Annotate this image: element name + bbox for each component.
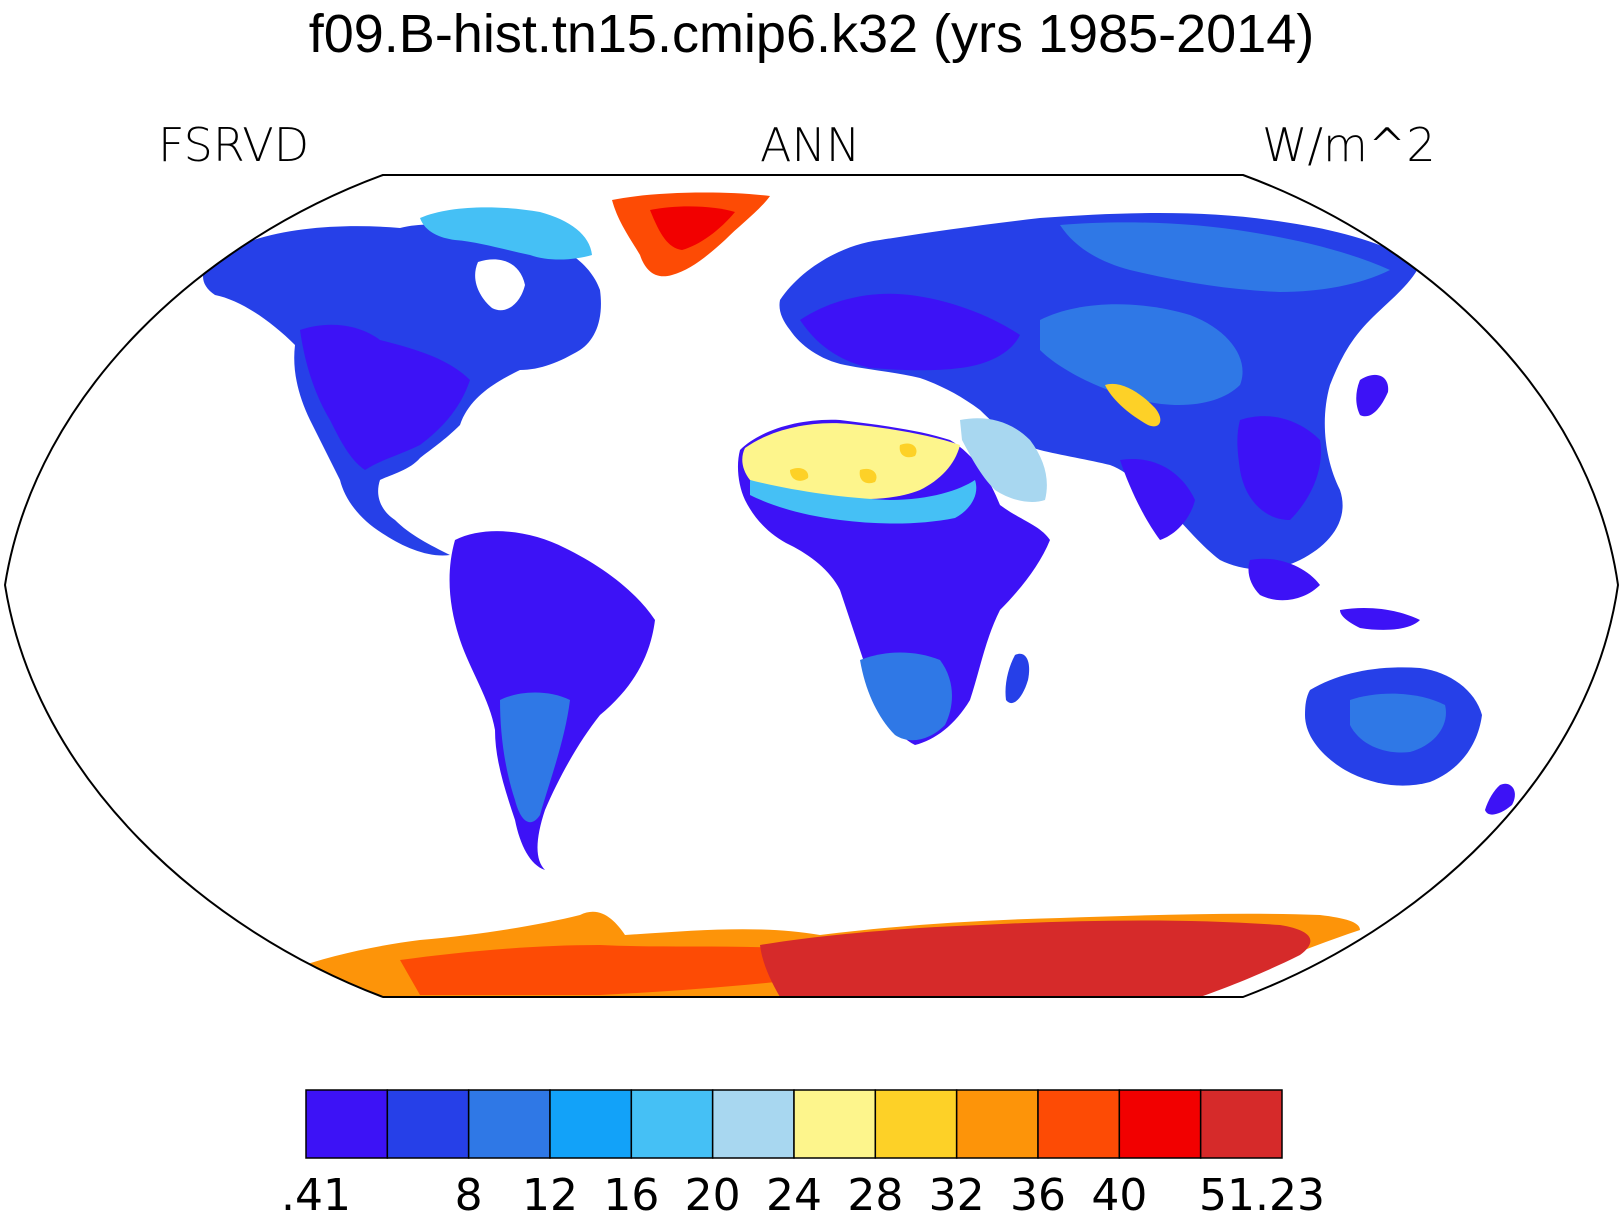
north-america-interior [300, 324, 470, 470]
colorbar-swatch [549, 1089, 633, 1159]
plot-title: f09.B-hist.tn15.cmip6.k32 (yrs 1985-2014… [308, 4, 1315, 64]
colorbar [305, 1089, 1283, 1159]
japan [1356, 374, 1389, 417]
season-label: ANN [760, 118, 861, 172]
units-label: W/m^2 [1262, 118, 1436, 172]
colorbar-tick-label: 32 [928, 1170, 985, 1221]
colorbar-tick-label: 24 [766, 1170, 822, 1221]
arabia [960, 418, 1047, 502]
east-asia [1237, 416, 1321, 520]
hudson-bay-water [475, 259, 525, 311]
colorbar-swatch [955, 1089, 1039, 1159]
india-seasia [1120, 458, 1195, 540]
australia-interior [1350, 693, 1446, 753]
colorbar-tick-label: 36 [1010, 1170, 1066, 1221]
colorbar-tick-label: 12 [522, 1170, 578, 1221]
colorbar-tick-label: 16 [603, 1170, 660, 1221]
colorbar-swatch [874, 1089, 958, 1159]
new-zealand [1485, 783, 1515, 815]
arctic-islands [420, 207, 592, 260]
colorbar-swatch [305, 1089, 389, 1159]
colorbar-tick-label: 8 [454, 1170, 483, 1221]
map-border [3, 174, 1620, 998]
south-america-south [500, 692, 570, 823]
variable-label: FSRVD [158, 118, 310, 172]
antarctica-east [760, 920, 1311, 997]
map-land [203, 192, 1515, 997]
tibet-plateau [1105, 383, 1161, 427]
europe [800, 293, 1020, 371]
siberia-highlat [1060, 222, 1390, 292]
indonesia [1248, 558, 1420, 630]
colorbar-tick-label: 20 [684, 1170, 741, 1221]
colorbar-tick-label: 28 [847, 1170, 904, 1221]
sahel [750, 480, 977, 524]
central-asia [1040, 304, 1243, 405]
colorbar-tick-label: 40 [1091, 1170, 1148, 1221]
colorbar-swatch [711, 1089, 795, 1159]
colorbar-swatch [467, 1089, 551, 1159]
colorbar-swatch [1037, 1089, 1121, 1159]
greenland-core [650, 206, 735, 250]
colorbar-swatch [793, 1089, 877, 1159]
colorbar-tick-label: 51.23 [1199, 1170, 1325, 1221]
colorbar-swatch [1199, 1089, 1283, 1159]
colorbar-tick-label: .41 [281, 1170, 351, 1221]
colorbar-swatch [386, 1089, 470, 1159]
southern-africa [860, 652, 952, 741]
madagascar [1005, 653, 1030, 704]
colorbar-swatch [630, 1089, 714, 1159]
colorbar-swatch [1118, 1089, 1202, 1159]
sahara-hotspots [790, 443, 917, 484]
